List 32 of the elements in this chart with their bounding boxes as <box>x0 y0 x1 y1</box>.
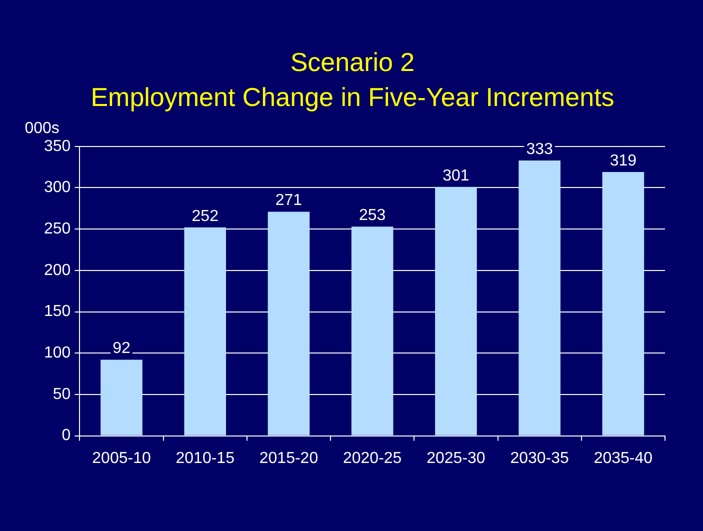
y-tick-label: 100 <box>44 344 71 362</box>
x-tick-label: 2030-35 <box>510 450 570 467</box>
chart-title: Scenario 2 <box>290 46 415 77</box>
data-label: 92 <box>112 340 131 358</box>
x-tick-label: 2035-40 <box>594 450 653 467</box>
bar <box>351 226 394 436</box>
data-label: 301 <box>442 167 470 184</box>
x-tick-label: 2005-10 <box>92 450 151 467</box>
y-tick-label: 350 <box>44 138 71 155</box>
bar <box>184 227 226 436</box>
chart-subtitle: Employment Change in Five-Year Increments <box>90 82 614 112</box>
y-tick-label: 300 <box>44 179 71 196</box>
y-tick-label: 0 <box>62 427 71 444</box>
y-tick-label: 50 <box>52 386 71 403</box>
y-axis-title: 000s <box>24 120 60 137</box>
data-label: 271 <box>275 192 302 210</box>
bar <box>435 186 477 436</box>
y-tick-label: 150 <box>44 303 71 320</box>
data-label: 333 <box>526 140 554 158</box>
x-tick-label: 2015-20 <box>259 450 318 467</box>
bar <box>518 160 560 436</box>
data-label: 252 <box>192 208 219 225</box>
data-label: 253 <box>358 207 386 224</box>
x-tick-label: 2020-25 <box>342 450 402 467</box>
y-tick-label: 200 <box>44 262 71 279</box>
bar <box>100 360 142 436</box>
data-label: 319 <box>610 152 637 170</box>
bar <box>602 172 644 436</box>
x-tick-label: 2010-15 <box>176 450 235 467</box>
bar <box>268 212 310 436</box>
x-tick-label: 2025-30 <box>426 450 486 467</box>
y-tick-label: 250 <box>44 220 71 238</box>
